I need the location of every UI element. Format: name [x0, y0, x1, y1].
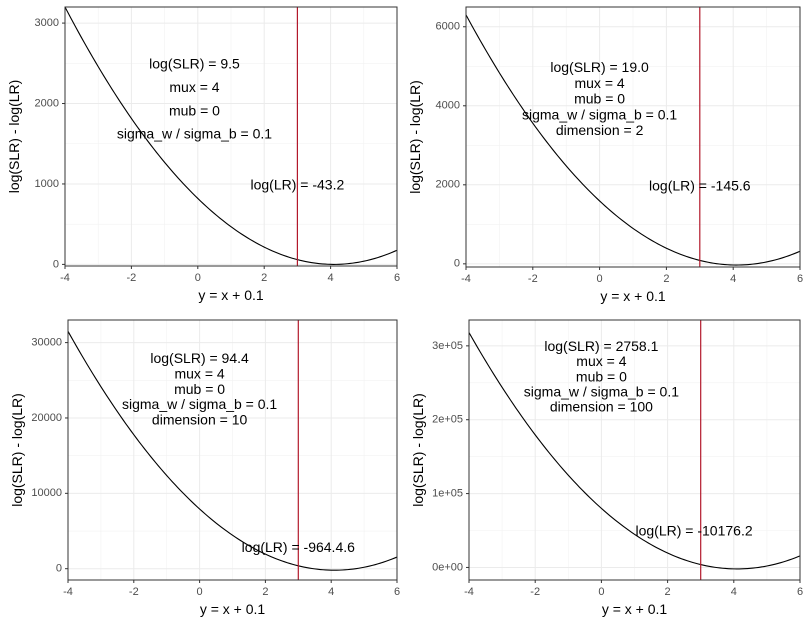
x-tick-label: 0	[597, 273, 603, 285]
x-tick-label: 4	[328, 272, 334, 284]
annotation-text: mux = 4	[576, 353, 626, 369]
y-tick-label: 1000	[35, 178, 59, 190]
x-tick-label: 6	[797, 586, 803, 598]
annotation-text: sigma_w / sigma_b = 0.1	[522, 106, 677, 122]
y-tick-label: 2e+05	[432, 414, 463, 426]
plot-border	[468, 319, 801, 581]
lr-annotation: log(LR) = -10176.2	[636, 523, 753, 539]
y-tick-label: 0	[53, 258, 59, 270]
lr-annotation: log(LR) = -964.4.6	[242, 539, 355, 555]
annotation-text: mux = 4	[174, 365, 224, 381]
series-line	[465, 14, 801, 266]
plot-border	[64, 6, 398, 267]
x-tick-label: -2	[129, 586, 139, 598]
x-tick-label: -4	[60, 272, 70, 284]
y-tick-label: 1e+05	[432, 487, 463, 499]
x-tick-label: 2	[663, 273, 669, 285]
annotation-text: mux = 4	[574, 75, 624, 91]
annotation-text: log(SLR) = 94.4	[150, 350, 249, 366]
x-tick-label: 2	[262, 586, 268, 598]
x-tick-label: 2	[261, 272, 267, 284]
annotation-text: mub = 0	[174, 381, 225, 397]
series-line	[64, 6, 398, 265]
x-tick-label: 4	[328, 586, 334, 598]
annotation-text: log(SLR) = 2758.1	[544, 338, 658, 354]
annotation-text: mub = 0	[576, 368, 627, 384]
plot-border	[67, 319, 398, 581]
plot-border	[465, 6, 801, 268]
y-axis-title: log(SLR) - log(LR)	[410, 393, 426, 507]
x-tick-label: -2	[528, 273, 538, 285]
y-tick-label: 30000	[31, 337, 62, 349]
annotation-text: log(SLR) = 19.0	[550, 59, 649, 75]
y-tick-label: 2000	[35, 97, 59, 109]
y-tick-label: 20000	[31, 412, 62, 424]
y-tick-label: 0	[56, 563, 62, 575]
x-tick-label: 6	[394, 272, 400, 284]
y-tick-label: 2000	[436, 179, 460, 191]
series-line	[67, 331, 398, 571]
annotation-text: mub = 0	[574, 91, 625, 107]
annotation-text: sigma_w / sigma_b = 0.1	[122, 396, 277, 412]
y-axis-title: log(SLR) - log(LR)	[6, 80, 22, 194]
y-tick-label: 3e+05	[432, 340, 463, 352]
x-tick-label: -2	[127, 272, 137, 284]
y-tick-label: 0e+00	[432, 561, 463, 573]
lr-annotation: log(LR) = -43.2	[251, 176, 345, 192]
chart-panel-1: log(SLR) = 9.5 mux = 4 mub = 0 sigma_w / si…	[6, 6, 400, 303]
x-axis-title: y = x + 0.1	[198, 287, 264, 303]
x-tick-label: 4	[730, 273, 736, 285]
x-tick-label: 2	[665, 586, 671, 598]
y-axis-title: log(SLR) - log(LR)	[9, 393, 25, 507]
annotation-text: log(SLR) = 9.5	[149, 56, 240, 72]
series-line	[468, 332, 801, 570]
lr-annotation: log(LR) = -145.6	[649, 177, 751, 193]
x-tick-label: 0	[598, 586, 604, 598]
x-axis-title: y = x + 0.1	[602, 601, 668, 617]
y-axis-title: log(SLR) - log(LR)	[407, 80, 423, 194]
x-axis-title: y = x + 0.1	[200, 601, 266, 617]
x-tick-label: 0	[197, 586, 203, 598]
x-tick-label: -2	[530, 586, 540, 598]
x-tick-label: 6	[797, 273, 803, 285]
y-tick-label: 6000	[436, 21, 460, 33]
y-tick-label: 4000	[436, 100, 460, 112]
x-axis-title: y = x + 0.1	[600, 288, 666, 304]
y-tick-label: 3000	[35, 17, 59, 29]
annotation-text: dimension = 2	[556, 122, 644, 138]
annotation-text: dimension = 100	[550, 399, 653, 415]
y-tick-label: 0	[454, 258, 460, 270]
x-tick-label: -4	[461, 273, 471, 285]
x-tick-label: 4	[731, 586, 737, 598]
x-tick-label: -4	[63, 586, 73, 598]
x-tick-label: -4	[464, 586, 474, 598]
x-tick-label: 0	[195, 272, 201, 284]
annotation-text: sigma_w / sigma_b = 0.1	[117, 126, 272, 142]
x-tick-label: 6	[394, 586, 400, 598]
annotation-text: mub = 0	[169, 102, 220, 118]
y-tick-label: 10000	[31, 487, 62, 499]
annotation-text: mux = 4	[169, 79, 219, 95]
annotation-text: dimension = 10	[152, 412, 248, 428]
annotation-text: sigma_w / sigma_b = 0.1	[524, 383, 679, 399]
